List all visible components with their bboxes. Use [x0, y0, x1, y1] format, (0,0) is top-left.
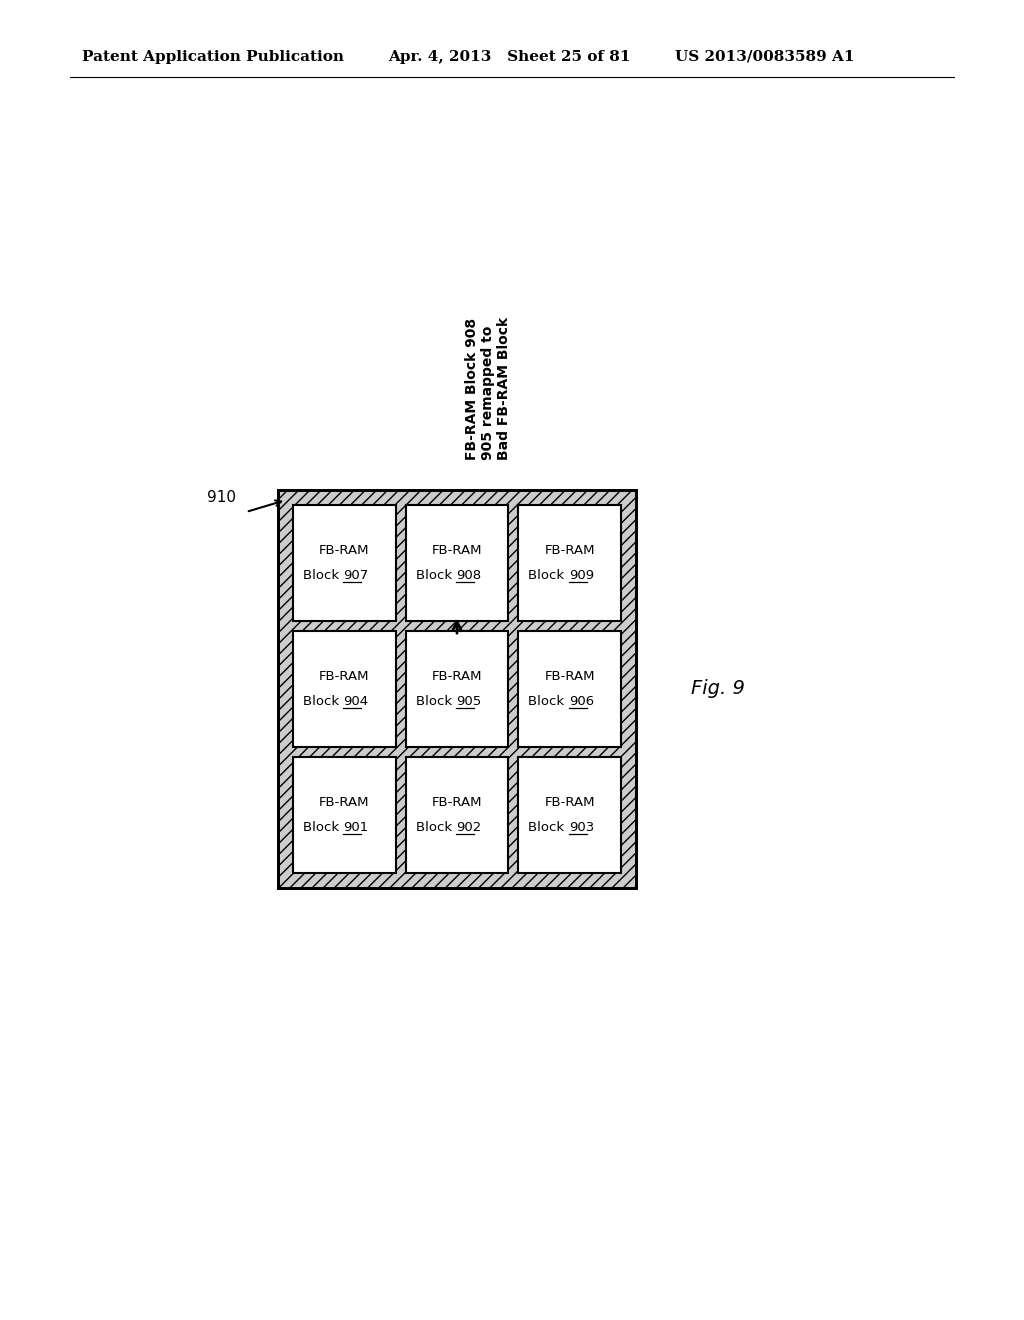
Text: FB-RAM: FB-RAM — [432, 671, 482, 682]
Text: Apr. 4, 2013   Sheet 25 of 81: Apr. 4, 2013 Sheet 25 of 81 — [388, 50, 631, 63]
Bar — [293, 631, 395, 747]
Text: Block: Block — [303, 821, 343, 834]
Text: 908: 908 — [456, 569, 481, 582]
Text: Block: Block — [528, 569, 568, 582]
Text: 907: 907 — [343, 569, 369, 582]
Bar — [406, 506, 508, 620]
Text: 902: 902 — [456, 821, 481, 834]
Bar — [518, 506, 621, 620]
Text: FB-RAM: FB-RAM — [545, 544, 595, 557]
Text: Block: Block — [416, 821, 456, 834]
Text: Block: Block — [528, 821, 568, 834]
Text: FB-RAM Block 908: FB-RAM Block 908 — [465, 318, 479, 459]
Text: FB-RAM: FB-RAM — [319, 796, 370, 809]
Text: 905: 905 — [456, 696, 481, 708]
Text: 906: 906 — [568, 696, 594, 708]
Text: FB-RAM: FB-RAM — [432, 796, 482, 809]
Bar — [278, 490, 636, 888]
Text: 905 remapped to: 905 remapped to — [481, 326, 495, 459]
Text: FB-RAM: FB-RAM — [545, 671, 595, 682]
Text: 910: 910 — [207, 491, 236, 506]
Text: FB-RAM: FB-RAM — [319, 544, 370, 557]
Text: 904: 904 — [343, 696, 369, 708]
Bar — [518, 756, 621, 873]
Text: US 2013/0083589 A1: US 2013/0083589 A1 — [675, 50, 854, 63]
Text: Patent Application Publication: Patent Application Publication — [82, 50, 344, 63]
Text: Block: Block — [416, 696, 456, 708]
Text: Bad FB-RAM Block: Bad FB-RAM Block — [497, 317, 511, 459]
Text: Block: Block — [303, 569, 343, 582]
Text: Block: Block — [416, 569, 456, 582]
Bar — [406, 756, 508, 873]
Text: FB-RAM: FB-RAM — [545, 796, 595, 809]
Bar — [293, 756, 395, 873]
Text: Block: Block — [528, 696, 568, 708]
Text: 909: 909 — [568, 569, 594, 582]
Text: FB-RAM: FB-RAM — [432, 544, 482, 557]
Bar — [293, 506, 395, 620]
Bar — [406, 631, 508, 747]
Text: FB-RAM: FB-RAM — [319, 671, 370, 682]
Bar — [518, 631, 621, 747]
Text: 903: 903 — [568, 821, 594, 834]
Bar — [278, 490, 636, 888]
Text: Fig. 9: Fig. 9 — [691, 680, 744, 698]
Text: Block: Block — [303, 696, 343, 708]
Text: 901: 901 — [343, 821, 369, 834]
